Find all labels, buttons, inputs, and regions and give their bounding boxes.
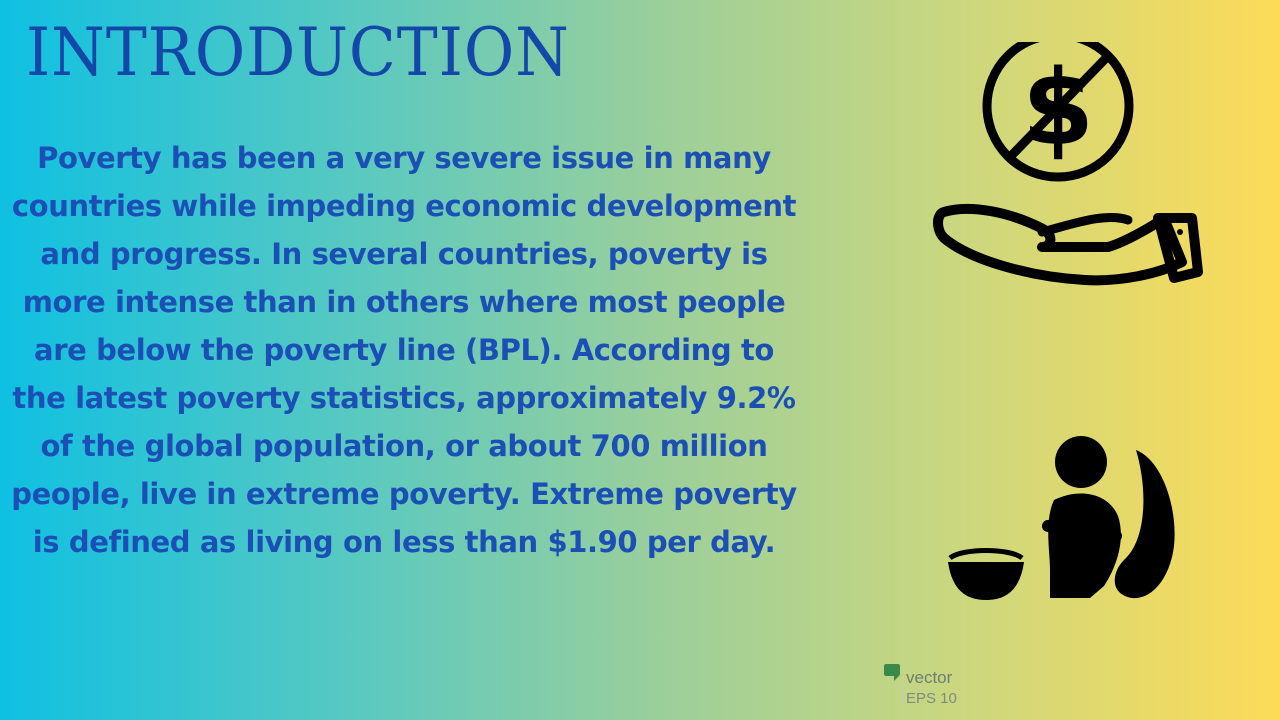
person-body bbox=[1048, 493, 1121, 598]
watermark-format: EPS 10 bbox=[906, 690, 957, 707]
intro-paragraph: Poverty has been a very severe issue in … bbox=[11, 141, 797, 559]
hand-outline bbox=[933, 203, 1187, 286]
bowl-icon bbox=[948, 562, 1024, 600]
watermark-divider bbox=[902, 684, 903, 706]
person-back bbox=[1114, 450, 1175, 599]
person-arm bbox=[1042, 519, 1122, 542]
watermark-logo-icon bbox=[884, 664, 900, 681]
person-head bbox=[1055, 436, 1107, 488]
no-money-circle bbox=[982, 42, 1134, 182]
hand-thumb bbox=[1037, 213, 1133, 237]
hand-cuff bbox=[1153, 213, 1203, 283]
bowl-rim bbox=[948, 548, 1024, 561]
no-money-slash bbox=[1007, 51, 1113, 160]
watermark: vector EPS 10 bbox=[882, 662, 992, 712]
slide-title: INTRODUCTION bbox=[26, 14, 570, 91]
watermark-word: vector bbox=[906, 668, 953, 687]
dollar-sign-icon: $ bbox=[1022, 47, 1094, 169]
cuff-dot bbox=[1177, 229, 1183, 235]
beggar-with-bowl-icon bbox=[948, 436, 1175, 600]
no-money-hand-icon: $ bbox=[933, 42, 1203, 286]
